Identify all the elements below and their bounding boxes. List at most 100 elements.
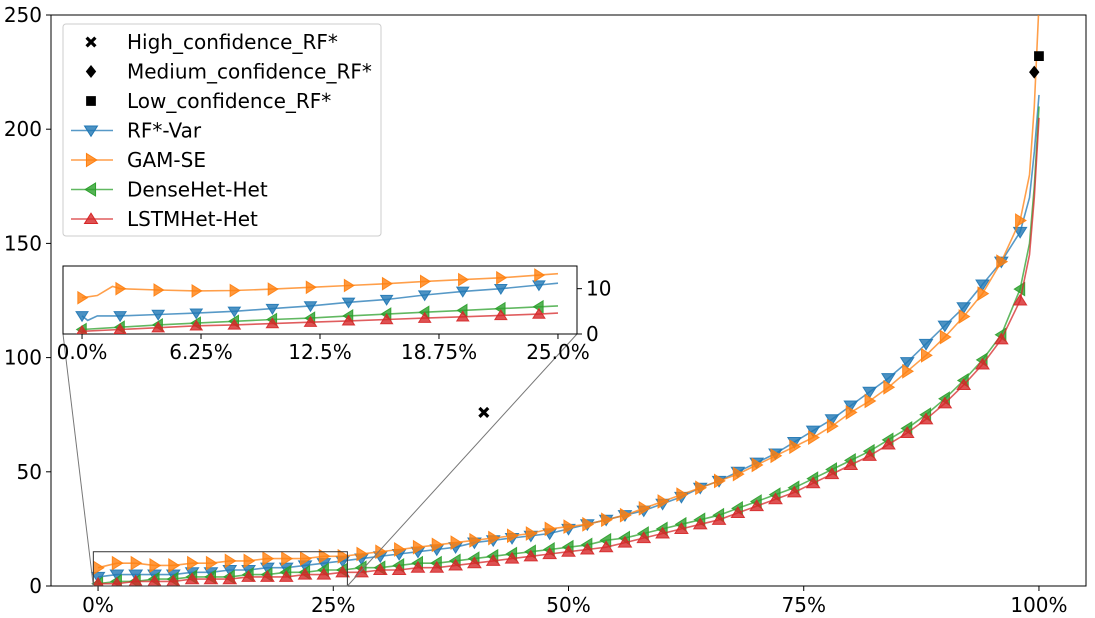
series-point-lstmhet-het [956, 378, 972, 391]
series-point-gam-se [563, 519, 576, 535]
inset-point-rf-var [417, 290, 432, 302]
y-tick-label: 0 [29, 574, 42, 598]
series-point-gam-se [111, 555, 124, 571]
series-point-lstmhet-het [786, 485, 802, 498]
series-point-gam-se [789, 439, 802, 455]
series-point-lstmhet-het [542, 547, 558, 560]
inset-series-rf-var [75, 280, 559, 323]
inset-point-rf-var [303, 301, 318, 313]
inset-point-lstmhet-het [455, 310, 470, 322]
inset-point-gam-se [420, 274, 432, 289]
x-tick-label: 75% [782, 593, 826, 617]
legend-marker-densehet-het [84, 182, 97, 197]
series-point-gam-se [713, 473, 726, 489]
zoom-connector-left [62, 333, 94, 587]
inset-point-gam-se [77, 290, 89, 305]
legend-marker-lstmhet-het [83, 212, 99, 225]
series-point-lstmhet-het [561, 544, 576, 557]
inset-point-gam-se [458, 272, 470, 287]
series-point-gam-se [356, 546, 369, 562]
inset-line-lstmhet-het [81, 312, 559, 333]
inset-x-tick-label: 25.0% [526, 340, 590, 364]
series-point-gam-se [826, 418, 839, 434]
legend-entry-low-confidence-rf: Low_confidence_RF* [86, 89, 331, 113]
inset-point-rf-var [455, 286, 470, 298]
x-tick-label: 100% [1010, 593, 1067, 617]
series-point-gam-se [619, 507, 632, 523]
inset-point-rf-var [265, 303, 280, 315]
point-medium-confidence-rf [1029, 65, 1040, 79]
chart-legend: High_confidence_RF* Medium_confidence_RF*… [62, 23, 382, 237]
inset-point-rf-var [493, 283, 508, 296]
inset-point-gam-se [343, 278, 355, 293]
series-point-rf-var [1012, 226, 1028, 239]
series-point-lstmhet-het [1012, 293, 1028, 306]
series-gam-se [92, 15, 1040, 576]
inset-point-rf-var [189, 308, 204, 320]
series-point-lstmhet-het [184, 572, 200, 585]
series-point-gam-se [808, 430, 820, 445]
series-lstmhet-het [92, 117, 1040, 586]
series-point-lstmhet-het [598, 540, 614, 553]
series-point-lstmhet-het [768, 492, 783, 505]
series-point-gam-se [130, 555, 143, 571]
series-point-lstmhet-het [862, 449, 877, 461]
y-tick-label: 200 [4, 117, 42, 141]
inset-line-densehet-het [81, 305, 559, 331]
series-point-gam-se [205, 555, 218, 571]
series-point-rf-var [975, 279, 990, 292]
series-point-lstmhet-het [523, 549, 539, 562]
series-point-gam-se [488, 530, 501, 546]
inset-series-gam-se [77, 268, 559, 305]
legend-entry-medium-confidence-rf: Medium_confidence_RF* [85, 60, 372, 84]
inset-point-lstmhet-het [76, 324, 88, 334]
series-point-lstmhet-het [316, 567, 332, 580]
series-point-lstmhet-het [448, 558, 463, 571]
series-point-gam-se [525, 526, 538, 541]
inset-point-lstmhet-het [151, 321, 166, 333]
inset-point-lstmhet-het [265, 317, 280, 329]
x-tick-label: 0% [82, 593, 114, 617]
series-point-lstmhet-het [335, 565, 351, 578]
y-tick-label: 250 [4, 3, 42, 27]
series-point-gam-se [450, 535, 463, 551]
series-point-gam-se [845, 405, 858, 420]
legend-frame [62, 23, 382, 237]
series-point-gam-se [601, 512, 613, 528]
series-point-gam-se [751, 457, 764, 473]
series-point-lstmhet-het [579, 542, 595, 555]
inset-point-rf-var [113, 311, 128, 323]
inset-series-group [75, 268, 559, 334]
inset-point-lstmhet-het [532, 307, 546, 319]
series-point-gam-se [996, 254, 1009, 270]
series-point-gam-se [299, 551, 312, 566]
series-point-rf-var [918, 338, 934, 351]
series-point-gam-se [770, 448, 783, 464]
inset-y-tick-label: 0 [586, 322, 599, 346]
series-point-lstmhet-het [711, 512, 727, 525]
inset-point-lstmhet-het [113, 323, 127, 334]
inset-point-gam-se [305, 280, 317, 295]
series-point-lstmhet-het [730, 506, 746, 518]
series-point-lstmhet-het [372, 563, 388, 576]
series-point-gam-se [920, 347, 933, 363]
legend-marker-high-confidence-rf [85, 36, 97, 48]
legend-entry-gam-se: GAM-SE [71, 148, 206, 172]
series-point-lstmhet-het [636, 531, 652, 544]
series-point-gam-se [506, 528, 519, 544]
inset-point-gam-se [115, 281, 127, 296]
series-point-lstmhet-het [937, 396, 953, 409]
series-point-lstmhet-het [674, 522, 689, 534]
series-point-gam-se [1015, 213, 1027, 228]
series-point-gam-se [168, 558, 181, 573]
series-point-gam-se [958, 309, 971, 324]
series-point-gam-se [582, 516, 595, 532]
inset-point-rf-var [532, 280, 546, 292]
series-point-gam-se [695, 480, 708, 496]
y-tick-label: 150 [4, 231, 42, 255]
series-point-lstmhet-het [297, 567, 313, 580]
series-point-lstmhet-het [692, 517, 708, 530]
main-series-group [90, 15, 1040, 586]
series-point-gam-se [657, 494, 670, 509]
series-point-gam-se [187, 555, 199, 571]
